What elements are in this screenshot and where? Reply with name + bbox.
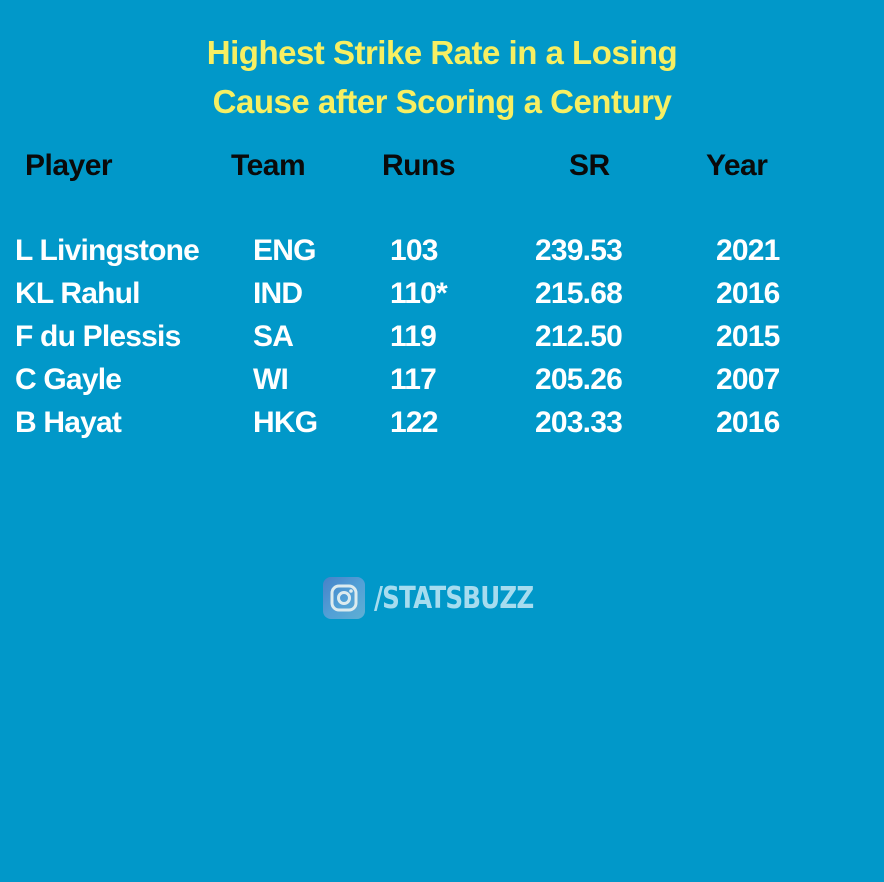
cell-player: KL Rahul [15,277,141,310]
cell-team: SA [253,320,294,353]
header-sr: SR [569,149,610,182]
cell-player: L Livingstone [15,234,200,267]
brand-watermark: /STATSBUZZ [323,577,568,619]
cell-sr: 215.68 [535,277,623,310]
cell-team: HKG [253,406,318,439]
instagram-icon [323,577,365,619]
cell-sr: 239.53 [535,234,623,267]
cell-player: B Hayat [15,406,122,439]
page-title: Highest Strike Rate in a Losing Cause af… [0,28,884,126]
table-row: B Hayat HKG 122 203.33 2016 [0,401,884,444]
brand-handle: /STATSBUZZ [374,580,534,616]
cell-player: F du Plessis [15,320,181,353]
cell-runs: 122 [390,406,438,439]
cell-runs: 119 [390,320,437,353]
cell-player: C Gayle [15,363,122,396]
table-row: L Livingstone ENG 103 239.53 2021 [0,229,884,272]
cell-runs: 117 [390,363,437,396]
header-team: Team [231,149,306,182]
table-row: C Gayle WI 117 205.26 2007 [0,358,884,401]
cell-year: 2007 [716,363,780,396]
cell-sr: 203.33 [535,406,623,439]
header-player: Player [25,149,113,182]
title-line-1: Highest Strike Rate in a Losing [206,34,678,71]
cell-year: 2015 [716,320,780,353]
cell-year: 2016 [716,277,780,310]
cell-runs: 103 [390,234,438,267]
cell-runs: 110* [390,277,448,310]
cell-team: IND [253,277,303,310]
header-year: Year [706,149,768,182]
cell-year: 2016 [716,406,780,439]
title-line-2: Cause after Scoring a Century [212,83,672,120]
header-runs: Runs [382,149,456,182]
cell-sr: 205.26 [535,363,623,396]
cell-team: ENG [253,234,316,267]
cell-team: WI [253,363,289,396]
cell-year: 2021 [716,234,780,267]
cell-sr: 212.50 [535,320,623,353]
table-row: F du Plessis SA 119 212.50 2015 [0,315,884,358]
table-row: KL Rahul IND 110* 215.68 2016 [0,272,884,315]
